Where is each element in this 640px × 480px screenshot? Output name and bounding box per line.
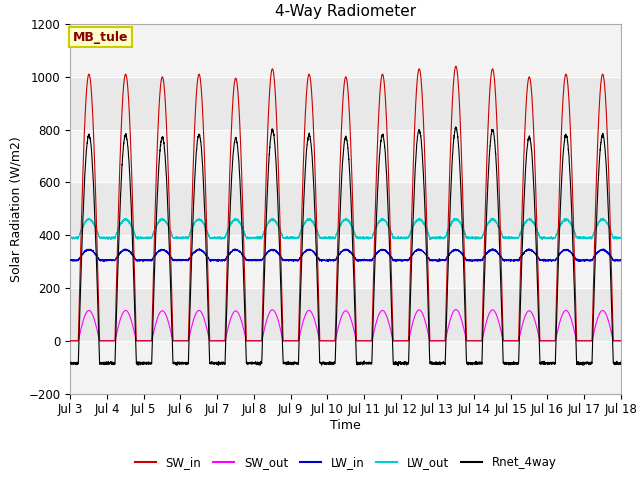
X-axis label: Time: Time bbox=[330, 419, 361, 432]
Bar bbox=[70, 235, 621, 288]
Bar bbox=[70, 341, 621, 394]
Bar bbox=[70, 130, 621, 182]
Y-axis label: Solar Radiation (W/m2): Solar Radiation (W/m2) bbox=[10, 136, 23, 282]
Legend: SW_in, SW_out, LW_in, LW_out, Rnet_4way: SW_in, SW_out, LW_in, LW_out, Rnet_4way bbox=[130, 451, 561, 474]
Bar bbox=[70, 24, 621, 77]
Title: 4-Way Radiometer: 4-Way Radiometer bbox=[275, 4, 416, 19]
Text: MB_tule: MB_tule bbox=[73, 31, 129, 44]
